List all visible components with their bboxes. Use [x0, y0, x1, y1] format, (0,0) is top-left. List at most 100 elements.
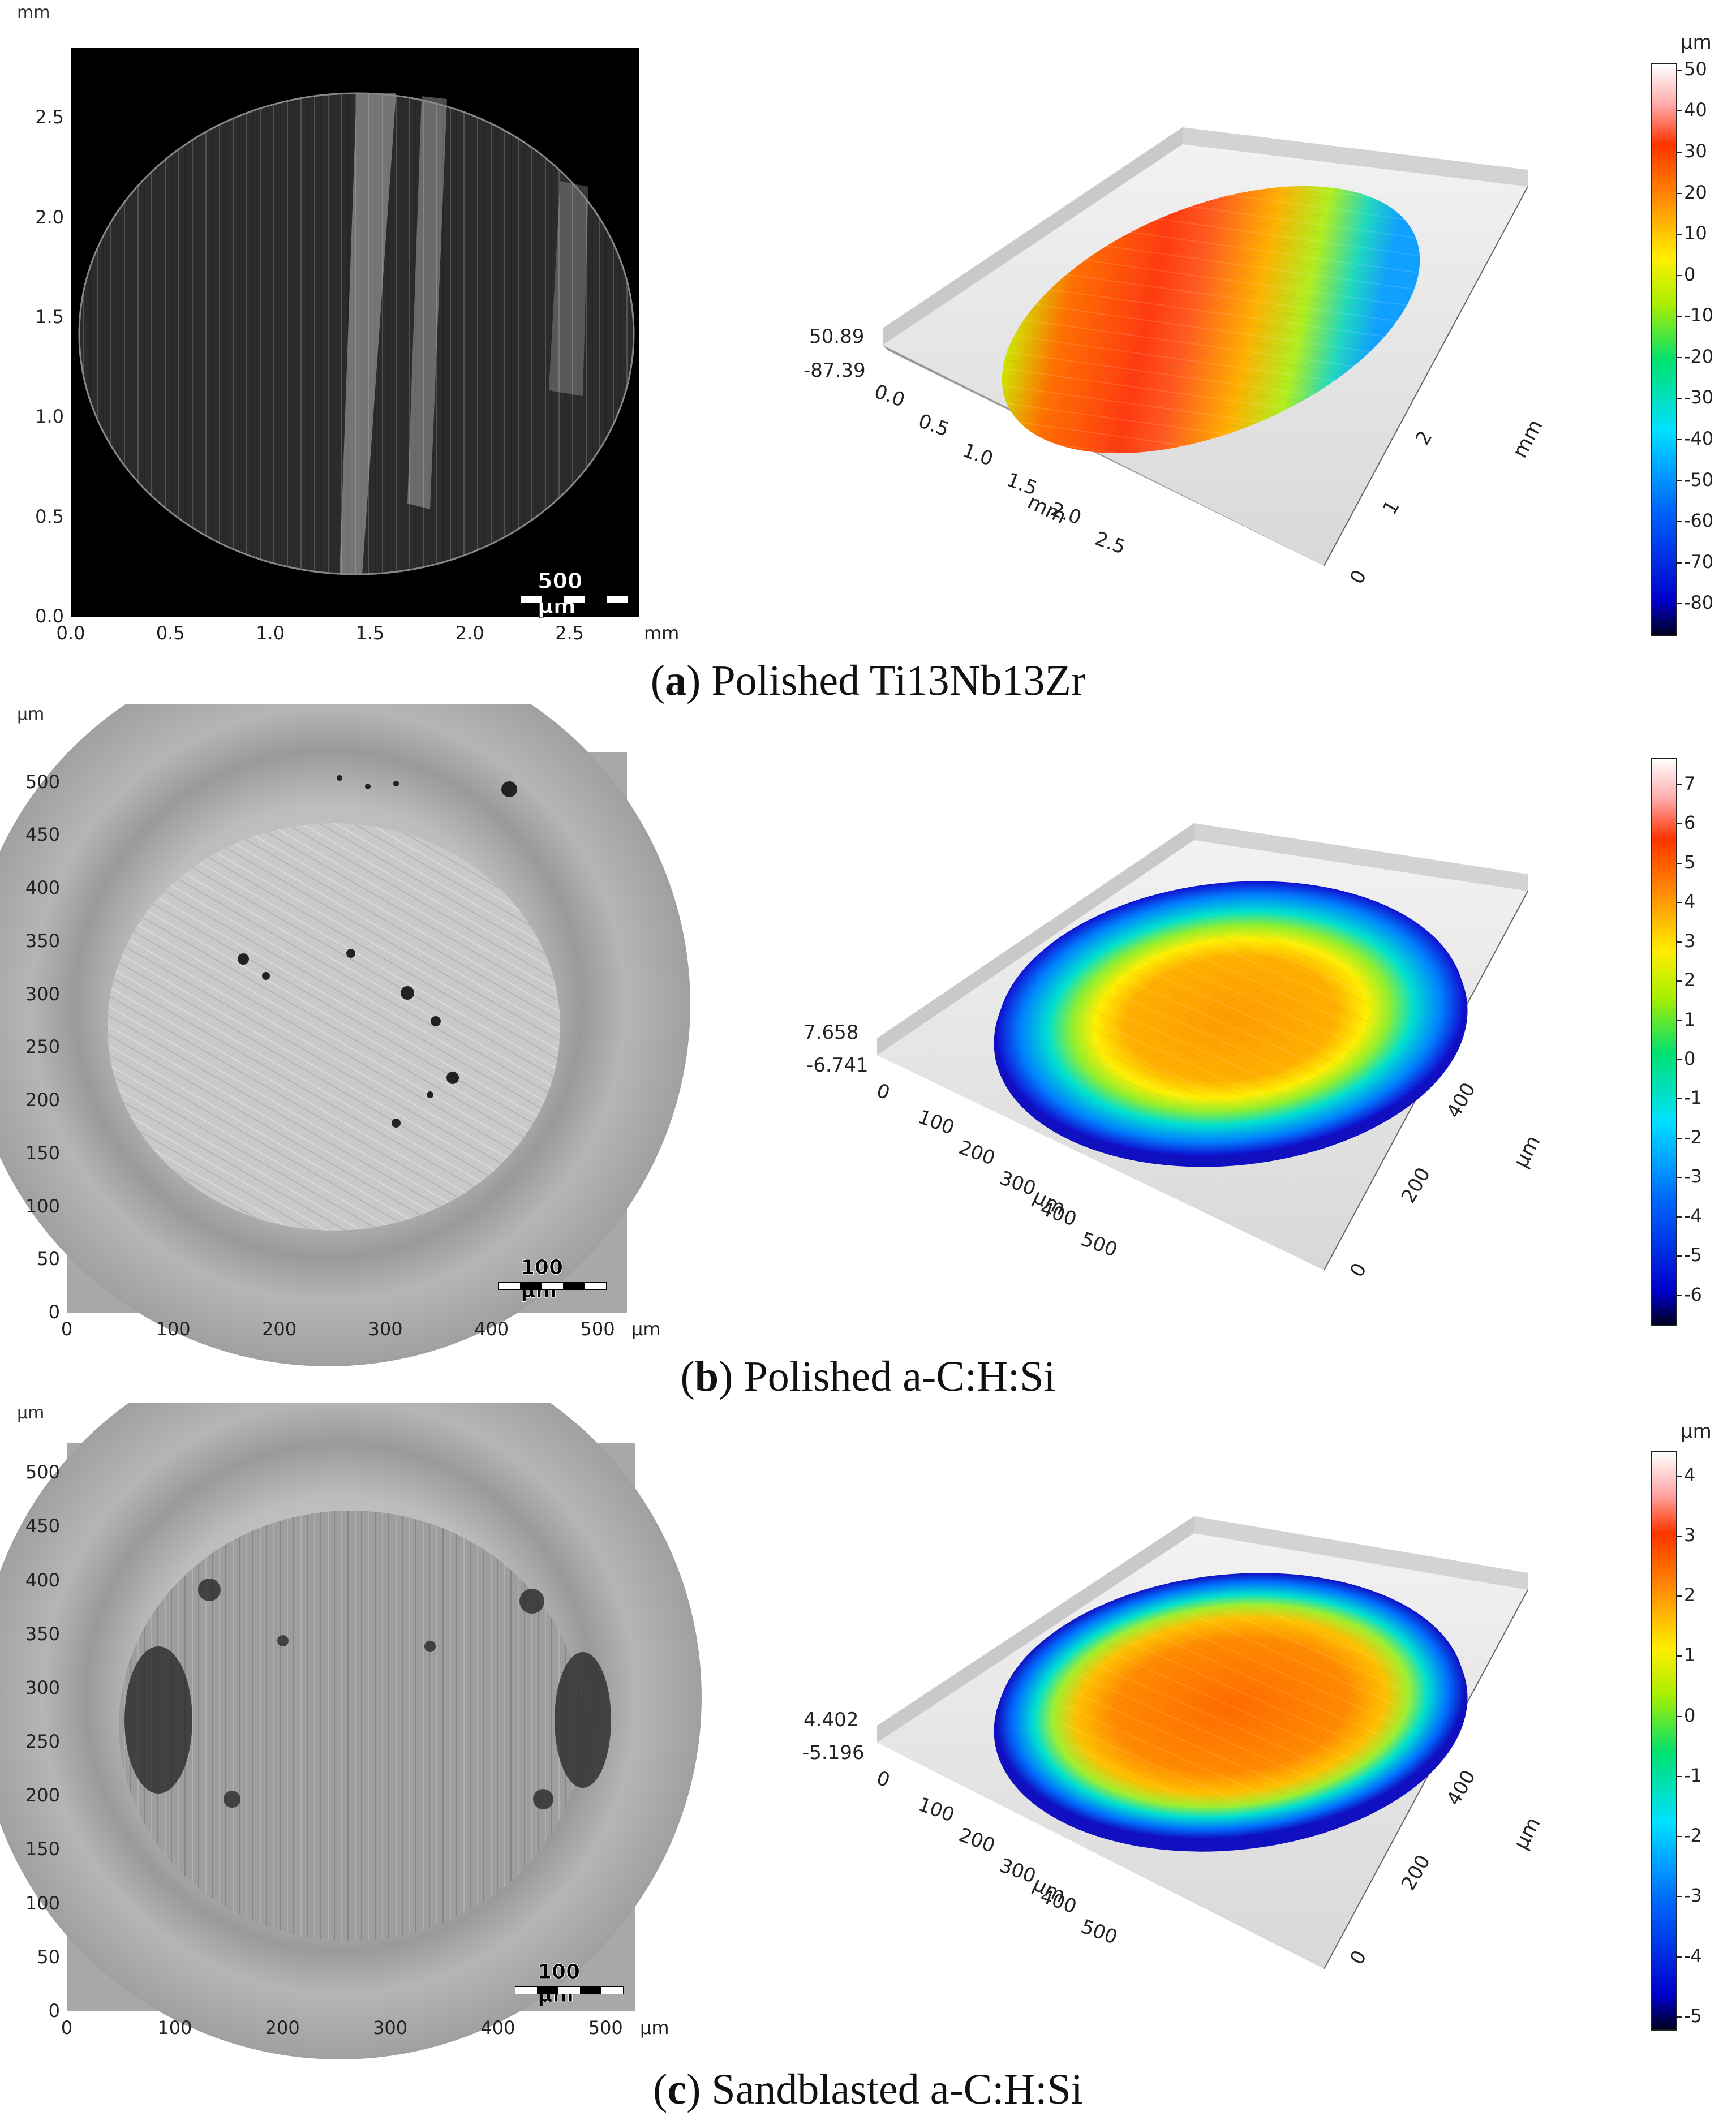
- colorbar-tick: -40: [1684, 428, 1714, 450]
- colorbar-tick-mark: [1676, 1137, 1682, 1139]
- colorbar-tick-mark: [1676, 1896, 1682, 1898]
- colorbar-tick: -3: [1684, 1165, 1702, 1188]
- colorbar-tick: 3: [1684, 930, 1696, 952]
- colorbar-tick-mark: [1676, 356, 1682, 358]
- caption-b: (b) Polished a-C:H:Si: [680, 1353, 1056, 1400]
- panel-a-graphics: [71, 48, 639, 617]
- surface3d-c: [877, 1516, 1528, 1969]
- colorbar-tick-mark: [1676, 316, 1682, 317]
- colorbar-c: [1651, 1451, 1677, 2031]
- colorbar-tick-mark: [1676, 1255, 1682, 1257]
- scalebar-c: 100 µm: [515, 1960, 624, 2007]
- micrograph-x-tick: 500: [588, 2017, 623, 2038]
- micrograph-x-tick: 0: [61, 2017, 73, 2038]
- colorbar-tick: 6: [1684, 812, 1696, 834]
- micrograph-c: [0, 1403, 702, 2059]
- colorbar-tick-mark: [1676, 1177, 1682, 1179]
- colorbar-tick: 5: [1684, 851, 1696, 873]
- colorbar-tick-mark: [1676, 1535, 1682, 1537]
- micrograph-x-tick: 100: [157, 2017, 192, 2038]
- colorbar-tick: -6: [1684, 1283, 1702, 1305]
- micrograph-y-tick: 400: [25, 877, 60, 898]
- colorbar-tick-mark: [1676, 192, 1682, 194]
- colorbar-tick: -4: [1684, 1205, 1702, 1227]
- micrograph-b-unit-label: µm: [17, 704, 45, 724]
- surface3d-b-zmax: 7.658: [803, 1021, 859, 1044]
- colorbar-tick: -5: [1684, 1244, 1702, 1266]
- colorbar-tick-mark: [1676, 603, 1682, 605]
- micrograph-x-tick: 300: [373, 2017, 408, 2038]
- colorbar-tick-mark: [1676, 110, 1682, 112]
- colorbar-tick-mark: [1676, 1020, 1682, 1021]
- colorbar-a: [1651, 63, 1677, 636]
- caption-a: (a) Polished Ti13Nb13Zr: [650, 657, 1086, 704]
- micrograph-y-tick: 0.5: [35, 505, 64, 527]
- colorbar-tick-mark: [1676, 902, 1682, 904]
- micrograph-x-tick: 0: [61, 1318, 73, 1340]
- colorbar-tick: 40: [1684, 99, 1707, 121]
- colorbar-tick-mark: [1676, 823, 1682, 825]
- micrograph-y-tick: 1.0: [35, 406, 64, 428]
- micrograph-x-tick: 400: [480, 2017, 515, 2038]
- micrograph-y-tick: 200: [25, 1784, 60, 1807]
- colorbar-tick-mark: [1676, 69, 1682, 71]
- colorbar-tick-mark: [1676, 980, 1682, 982]
- caption-c: (c) Sandblasted a-C:H:Si: [653, 2066, 1083, 2113]
- colorbar-tick-mark: [1676, 1595, 1682, 1597]
- colorbar-tick-mark: [1676, 1655, 1682, 1657]
- colorbar-tick: 4: [1684, 1464, 1696, 1486]
- colorbar-tick: 0: [1684, 263, 1696, 285]
- micrograph-y-tick: 450: [25, 824, 60, 846]
- colorbar-tick: 1: [1684, 1008, 1696, 1030]
- micrograph-x-tick: 200: [262, 1318, 297, 1340]
- colorbar-tick: -5: [1684, 2005, 1702, 2027]
- micrograph-y-tick: 0: [48, 2000, 60, 2022]
- micrograph-x-tick: 2.5: [555, 622, 585, 644]
- micrograph-y-tick: 200: [25, 1089, 60, 1111]
- colorbar-tick-mark: [1676, 1956, 1682, 1958]
- micrograph-y-tick: 50: [37, 1946, 60, 1968]
- micrograph-y-tick: 2.0: [35, 206, 64, 228]
- colorbar-tick: 2: [1684, 969, 1696, 991]
- colorbar-tick: -2: [1684, 1126, 1702, 1148]
- micrograph-x-unit: mm: [644, 622, 680, 644]
- figure-panel-b: µm 0 100 200 300 400 500 µm 0 50 100 150 200 250 300 3…: [0, 704, 1736, 1400]
- colorbar-tick: 4: [1684, 891, 1696, 913]
- colorbar-tick-mark: [1676, 2016, 1682, 2018]
- micrograph-y-tick: 250: [25, 1731, 60, 1753]
- micrograph-y-tick: 1.5: [35, 306, 64, 328]
- surface3d-a-zmax: 50.89: [809, 325, 865, 348]
- colorbar-tick: 1: [1684, 1644, 1696, 1666]
- micrograph-x-tick: 1.0: [256, 622, 285, 644]
- colorbar-c-unit: µm: [1681, 1420, 1712, 1443]
- panel-b-graphics: [0, 704, 1528, 1366]
- colorbar-tick-mark: [1676, 1775, 1682, 1777]
- colorbar-tick: 30: [1684, 140, 1707, 162]
- surface3d-b-zmin: -6.741: [806, 1054, 869, 1077]
- colorbar-tick-mark: [1676, 1475, 1682, 1477]
- colorbar-tick: -1: [1684, 1087, 1702, 1109]
- surface3d-a-zmin: -87.39: [803, 359, 866, 382]
- colorbar-tick: 10: [1684, 222, 1707, 244]
- micrograph-x-unit: µm: [631, 1318, 661, 1340]
- colorbar-tick-mark: [1676, 480, 1682, 481]
- micrograph-y-tick: 350: [25, 1623, 60, 1645]
- micrograph-x-tick: 2.0: [455, 622, 484, 644]
- colorbar-tick-mark: [1676, 439, 1682, 441]
- colorbar-tick-mark: [1676, 152, 1682, 153]
- colorbar-tick: 2: [1684, 1584, 1696, 1606]
- surface3d-b: [877, 823, 1528, 1271]
- micrograph-y-tick: 300: [25, 1676, 60, 1698]
- colorbar-tick-mark: [1676, 234, 1682, 235]
- colorbar-tick-mark: [1676, 1836, 1682, 1837]
- colorbar-tick: -1: [1684, 1764, 1702, 1786]
- micrograph-x-tick: 100: [156, 1318, 191, 1340]
- scalebar-a: 500 µm: [521, 569, 628, 619]
- micrograph-y-tick: 400: [25, 1569, 60, 1591]
- colorbar-tick-mark: [1676, 398, 1682, 399]
- figure-panel-a: mm 0.0 0.5 1.0 1.5 2.0 2.5 mm 0.0 0.5 1.0 1.5 2.0 2.…: [0, 0, 1736, 704]
- colorbar-tick: 20: [1684, 181, 1707, 203]
- colorbar-tick-mark: [1676, 941, 1682, 943]
- colorbar-tick: -4: [1684, 1945, 1702, 1967]
- micrograph-y-tick: 300: [25, 983, 60, 1005]
